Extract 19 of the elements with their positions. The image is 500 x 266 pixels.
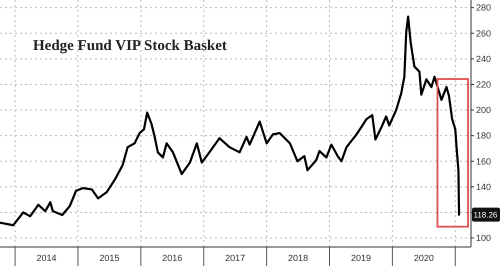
x-tick-label: 2015 (99, 253, 120, 263)
y-tick-label: 280 (476, 2, 492, 13)
line-series (0, 16, 460, 226)
x-tick-label: 2020 (414, 253, 434, 263)
y-tick-label: 100 (476, 233, 492, 244)
y-tick-label: 160 (476, 156, 492, 166)
data-label: 118.26 (474, 210, 498, 220)
x-tick-label: 2017 (225, 253, 246, 263)
x-tick-label: 2019 (350, 253, 371, 263)
x-tick-label: 2014 (36, 253, 57, 263)
y-tick-label: 260 (476, 28, 492, 38)
y-tick-label: 220 (476, 79, 492, 90)
text: Hedge Fund VIP Stock Basket (33, 38, 227, 54)
y-tick-label: 180 (476, 130, 492, 141)
y-tick-label: 140 (476, 182, 492, 192)
y-tick-label: 240 (476, 54, 492, 64)
y-tick-label: 200 (476, 105, 492, 116)
x-tick-label: 2016 (162, 253, 182, 263)
x-tick-label: 2018 (288, 253, 308, 263)
